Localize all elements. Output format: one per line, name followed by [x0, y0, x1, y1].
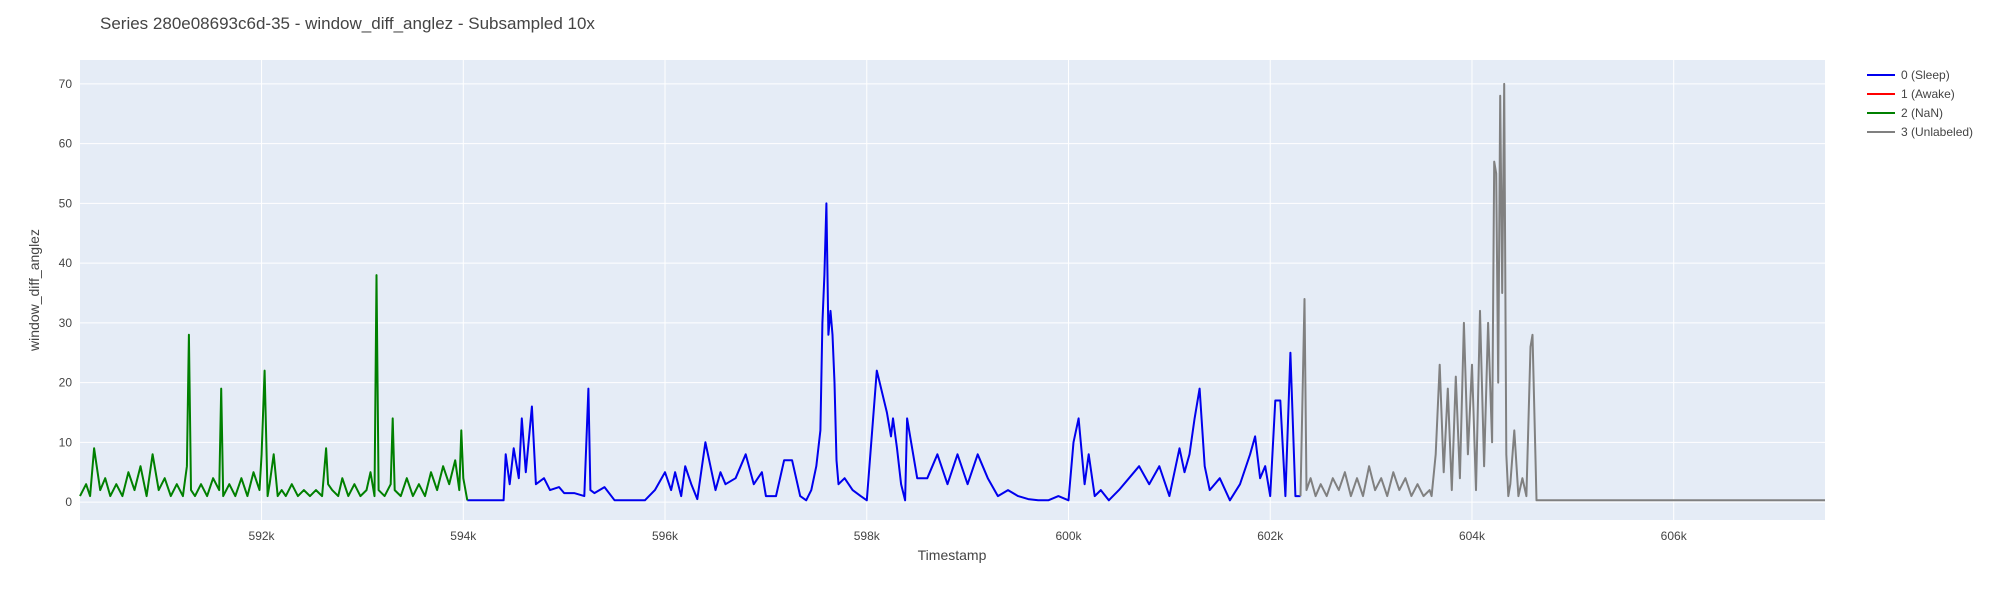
legend-label: 0 (Sleep) [1901, 68, 1950, 82]
y-tick-label: 50 [59, 196, 73, 210]
plot-area [80, 60, 1825, 520]
y-axis-ticks: 0 10 20 30 40 50 60 70 [59, 77, 73, 509]
legend-item[interactable]: 3 (Unlabeled) [1867, 125, 1973, 139]
x-tick-label: 604k [1459, 529, 1486, 543]
legend-label: 2 (NaN) [1901, 106, 1943, 120]
grid-lines [80, 60, 1825, 520]
series-line-3-unlabeled [1299, 82, 1825, 502]
x-tick-label: 600k [1055, 529, 1082, 543]
y-tick-label: 30 [59, 316, 73, 330]
x-tick-label: 594k [450, 529, 477, 543]
chart-title: Series 280e08693c6d-35 - window_diff_ang… [100, 14, 595, 33]
legend-label: 1 (Awake) [1901, 87, 1955, 101]
x-tick-label: 598k [854, 529, 881, 543]
x-tick-label: 606k [1661, 529, 1688, 543]
y-tick-label: 20 [59, 376, 73, 390]
y-tick-label: 70 [59, 77, 73, 91]
x-axis-ticks: 592k 594k 596k 598k 600k 602k 604k 606k [249, 529, 1688, 543]
x-axis-title: Timestamp [918, 547, 987, 563]
series-layer [79, 82, 1825, 502]
x-tick-label: 602k [1257, 529, 1284, 543]
legend-item[interactable]: 0 (Sleep) [1867, 68, 1950, 82]
legend-item[interactable]: 2 (NaN) [1867, 106, 1943, 120]
y-tick-label: 0 [65, 495, 72, 509]
series-line-2-nan [79, 274, 469, 501]
legend: 0 (Sleep) 1 (Awake) 2 (NaN) 3 (Unlabeled) [1867, 68, 1973, 139]
x-tick-label: 592k [249, 529, 276, 543]
series-line-0-sleep [467, 202, 1301, 502]
y-tick-label: 10 [59, 435, 73, 449]
y-tick-label: 60 [59, 137, 73, 151]
y-axis-title: window_diff_anglez [26, 229, 42, 352]
x-tick-label: 596k [652, 529, 679, 543]
legend-label: 3 (Unlabeled) [1901, 125, 1973, 139]
y-tick-label: 40 [59, 256, 73, 270]
legend-item[interactable]: 1 (Awake) [1867, 87, 1955, 101]
